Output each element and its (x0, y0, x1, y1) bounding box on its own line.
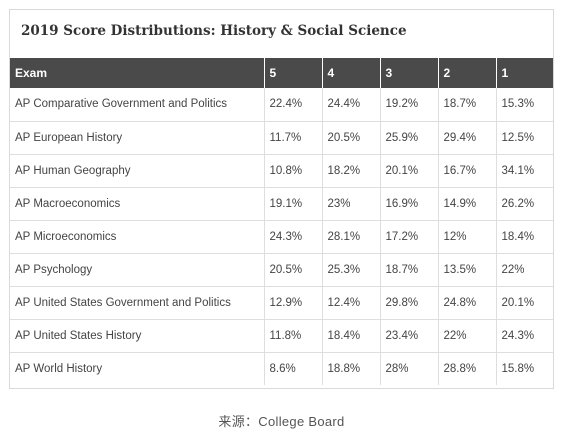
score-1-cell: 18.4% (495, 219, 553, 253)
score-2-cell: 13.5% (437, 252, 496, 286)
exam-name-cell: AP World History (10, 351, 264, 385)
score-2-cell: 16.7% (437, 153, 496, 187)
score-4-cell: 28.1% (321, 219, 380, 253)
score-4-cell: 18.8% (321, 351, 380, 385)
score-4-cell: 20.5% (321, 120, 380, 154)
header-exam: Exam (10, 58, 264, 88)
table-row: AP World History 8.6% 18.8% 28% 28.8% 15… (10, 351, 553, 385)
score-5-cell: 19.1% (263, 186, 322, 220)
score-distribution-table: Exam 5 4 3 2 1 AP Comparative Government… (10, 58, 553, 385)
score-3-cell: 20.1% (379, 153, 438, 187)
exam-name-cell: AP United States History (10, 318, 264, 352)
table-row: AP United States Government and Politics… (10, 285, 553, 319)
header-score-3: 3 (379, 58, 438, 88)
table-row: AP Macroeconomics 19.1% 23% 16.9% 14.9% … (10, 186, 553, 220)
exam-name-cell: AP European History (10, 120, 264, 154)
score-5-cell: 24.3% (263, 219, 322, 253)
table-title: 2019 Score Distributions: History & Soci… (21, 23, 407, 39)
exam-name-cell: AP United States Government and Politics (10, 285, 264, 319)
exam-name-cell: AP Psychology (10, 252, 264, 286)
table-row: AP Psychology 20.5% 25.3% 18.7% 13.5% 22… (10, 252, 553, 286)
score-4-cell: 12.4% (321, 285, 380, 319)
score-4-cell: 18.2% (321, 153, 380, 187)
score-5-cell: 22.4% (263, 88, 322, 121)
score-3-cell: 29.8% (379, 285, 438, 319)
score-5-cell: 8.6% (263, 351, 322, 385)
table-row: AP Human Geography 10.8% 18.2% 20.1% 16.… (10, 153, 553, 187)
header-score-2: 2 (437, 58, 496, 88)
score-2-cell: 29.4% (437, 120, 496, 154)
score-table-card: 2019 Score Distributions: History & Soci… (9, 9, 554, 389)
score-3-cell: 19.2% (379, 88, 438, 121)
score-4-cell: 23% (321, 186, 380, 220)
score-5-cell: 20.5% (263, 252, 322, 286)
score-5-cell: 10.8% (263, 153, 322, 187)
score-2-cell: 18.7% (437, 88, 496, 121)
exam-name-cell: AP Human Geography (10, 153, 264, 187)
score-1-cell: 20.1% (495, 285, 553, 319)
table-row: AP Comparative Government and Politics 2… (10, 88, 553, 121)
score-3-cell: 25.9% (379, 120, 438, 154)
score-1-cell: 26.2% (495, 186, 553, 220)
score-3-cell: 16.9% (379, 186, 438, 220)
table-row: AP Microeconomics 24.3% 28.1% 17.2% 12% … (10, 219, 553, 253)
score-1-cell: 15.8% (495, 351, 553, 385)
header-score-5: 5 (263, 58, 322, 88)
exam-name-cell: AP Microeconomics (10, 219, 264, 253)
score-2-cell: 24.8% (437, 285, 496, 319)
score-5-cell: 11.8% (263, 318, 322, 352)
header-score-4: 4 (321, 58, 380, 88)
score-2-cell: 28.8% (437, 351, 496, 385)
score-4-cell: 24.4% (321, 88, 380, 121)
exam-name-cell: AP Comparative Government and Politics (15, 98, 227, 111)
score-1-cell: 12.5% (495, 120, 553, 154)
score-4-cell: 25.3% (321, 252, 380, 286)
score-3-cell: 28% (379, 351, 438, 385)
header-score-1: 1 (495, 58, 553, 88)
score-1-cell: 34.1% (495, 153, 553, 187)
score-2-cell: 14.9% (437, 186, 496, 220)
score-1-cell: 24.3% (495, 318, 553, 352)
score-3-cell: 17.2% (379, 219, 438, 253)
score-2-cell: 22% (437, 318, 496, 352)
score-5-cell: 12.9% (263, 285, 322, 319)
table-header-row: Exam 5 4 3 2 1 (10, 58, 553, 88)
exam-name-cell: AP Macroeconomics (10, 186, 264, 220)
table-row: AP European History 11.7% 20.5% 25.9% 29… (10, 120, 553, 154)
score-3-cell: 23.4% (379, 318, 438, 352)
score-1-cell: 15.3% (495, 88, 553, 121)
source-caption: 来源：College Board (218, 414, 345, 429)
score-1-cell: 22% (495, 252, 553, 286)
score-2-cell: 12% (437, 219, 496, 253)
score-4-cell: 18.4% (321, 318, 380, 352)
table-row: AP United States History 11.8% 18.4% 23.… (10, 318, 553, 352)
score-3-cell: 18.7% (379, 252, 438, 286)
score-5-cell: 11.7% (263, 120, 322, 154)
